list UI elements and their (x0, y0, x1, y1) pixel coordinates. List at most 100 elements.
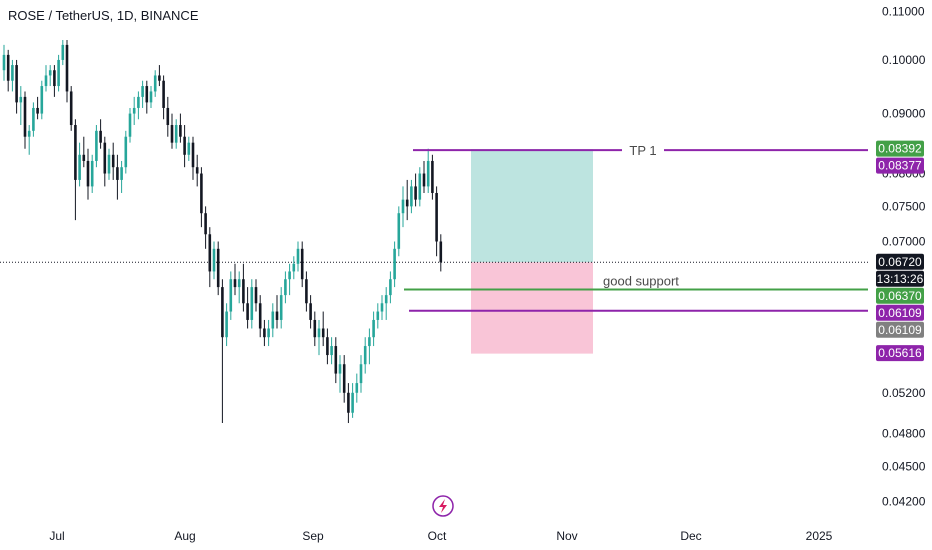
price-label: 0.08392 (876, 140, 924, 157)
candle-body (401, 199, 405, 214)
price-labels: 0.08392 0.08377 0.06720 13:13:26 0.06370 0.06… (876, 140, 924, 362)
price-label-bg (876, 140, 924, 157)
candle-body (78, 154, 81, 180)
candle-body (74, 125, 77, 180)
candle-body (397, 213, 401, 249)
price-label-bg (876, 345, 924, 362)
time-tick-labels: Jul Aug Sep Oct Nov Dec 2025 (49, 529, 832, 543)
price-tick-label: 0.07500 (882, 199, 926, 213)
price-label: 0.06109 (876, 304, 924, 321)
candle-body (221, 287, 224, 338)
candle-body (86, 160, 90, 187)
price-label-text: 0.06109 (878, 306, 922, 320)
long-position-tool[interactable] (471, 149, 593, 354)
candle-body (82, 154, 86, 161)
price-tick-label: 0.07000 (882, 234, 926, 248)
candle-body (174, 125, 178, 143)
candle-body (368, 337, 371, 347)
candle-body (170, 125, 174, 143)
candle-body (19, 96, 23, 103)
candle-body (242, 279, 245, 304)
candle-body (187, 142, 191, 155)
candle-body (410, 186, 413, 207)
candle-body (6, 54, 10, 81)
price-label-bg (876, 253, 924, 270)
candle-body (414, 186, 417, 200)
candle-body (153, 75, 157, 92)
candle-body (27, 130, 31, 137)
candle-body (317, 328, 321, 338)
candle-body (149, 91, 153, 103)
candle-body (44, 75, 48, 87)
candle-body (11, 65, 14, 81)
candle-body (271, 311, 275, 329)
candle-body (347, 392, 350, 413)
candle-body (288, 271, 291, 280)
candle-body (292, 263, 296, 272)
price-label-text: 0.08377 (878, 159, 922, 173)
time-axis[interactable]: Jul Aug Sep Oct Nov Dec 2025 (0, 520, 868, 550)
candle-body (195, 167, 199, 174)
price-label-text: 0.06370 (878, 289, 922, 303)
candle-body (258, 303, 262, 329)
candle-body (275, 311, 279, 320)
tp1-label: TP 1 (629, 143, 656, 158)
candle-body (2, 54, 6, 71)
candle-body (107, 154, 111, 174)
price-label-text: 0.06109 (878, 323, 922, 337)
candle-body (405, 199, 409, 207)
price-axis[interactable]: 0.110000.100000.090000.080000.075000.070… (868, 0, 932, 520)
price-tick-label: 0.04200 (882, 494, 926, 508)
candle-body (334, 346, 338, 374)
candle-body (99, 130, 102, 143)
candle-body (250, 287, 254, 320)
candle-body (305, 279, 308, 304)
flash-icon[interactable] (432, 495, 454, 517)
price-tick-label: 0.05200 (882, 386, 926, 400)
price-label: 0.06109 (876, 321, 924, 338)
price-label: 0.06720 (876, 253, 924, 270)
candle-body (393, 248, 396, 280)
candle-body (53, 70, 56, 87)
time-tick-label: Aug (174, 529, 195, 543)
plot-area[interactable]: TP 1 good support (0, 0, 868, 520)
candle-body (212, 248, 216, 272)
candle-body (61, 44, 65, 60)
price-label: 0.06370 (876, 287, 924, 304)
loss-zone[interactable] (471, 262, 593, 354)
candle-body (372, 319, 375, 338)
price-label-text: 0.08392 (878, 142, 922, 156)
price-label: 13:13:26 (876, 270, 924, 287)
candle-body (120, 167, 123, 180)
candle-body (166, 107, 170, 126)
profit-zone[interactable] (471, 149, 593, 263)
candle-body (435, 192, 438, 242)
candle-body (204, 213, 207, 235)
time-tick-label: Nov (556, 529, 577, 543)
candle-body (359, 364, 363, 384)
candle-body (418, 173, 422, 200)
candles (2, 39, 443, 424)
candle-body (351, 392, 354, 413)
candle-body (208, 234, 212, 272)
good-support-label: good support (603, 273, 679, 288)
candle-body (426, 160, 430, 187)
price-label-text: 0.05616 (878, 346, 922, 360)
candle-body (191, 142, 195, 168)
time-tick-label: Oct (428, 529, 447, 543)
price-label: 0.05616 (876, 345, 924, 362)
time-tick-label: Sep (302, 529, 324, 543)
tp1-label-bg (622, 142, 664, 159)
time-tick-label: Jul (49, 529, 64, 543)
candle-body (124, 136, 128, 168)
candle-body (225, 311, 228, 338)
candle-body (48, 70, 52, 76)
price-label: 0.08377 (876, 157, 924, 174)
candle-body (263, 328, 266, 338)
candle-body (376, 311, 380, 320)
time-tick-label: Dec (680, 529, 701, 543)
candle-body (422, 173, 426, 187)
candle-body (216, 248, 220, 288)
candle-body (313, 319, 317, 338)
candle-body (141, 86, 144, 97)
